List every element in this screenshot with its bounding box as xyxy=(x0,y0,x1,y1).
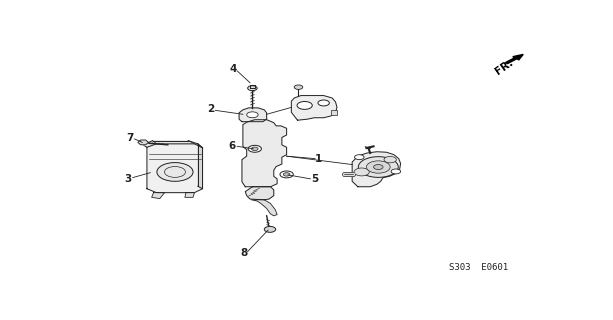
Polygon shape xyxy=(352,152,401,187)
Circle shape xyxy=(294,85,303,89)
Circle shape xyxy=(283,173,290,176)
Text: 2: 2 xyxy=(207,104,214,114)
FancyArrow shape xyxy=(506,54,524,64)
Polygon shape xyxy=(239,108,267,122)
Polygon shape xyxy=(291,96,337,120)
Text: FR.: FR. xyxy=(493,57,515,76)
Text: 4: 4 xyxy=(230,64,237,74)
Circle shape xyxy=(251,147,258,150)
Polygon shape xyxy=(138,140,148,145)
Circle shape xyxy=(280,171,293,178)
Circle shape xyxy=(246,112,258,118)
Text: 8: 8 xyxy=(240,248,248,258)
Polygon shape xyxy=(185,193,194,197)
Circle shape xyxy=(354,155,364,160)
Polygon shape xyxy=(143,141,202,148)
Text: 5: 5 xyxy=(311,174,319,184)
Circle shape xyxy=(264,227,276,232)
Circle shape xyxy=(248,86,257,91)
Polygon shape xyxy=(151,193,164,198)
Circle shape xyxy=(359,157,398,177)
Circle shape xyxy=(384,156,397,163)
Text: S303  E0601: S303 E0601 xyxy=(449,262,508,272)
Polygon shape xyxy=(198,144,202,189)
Circle shape xyxy=(391,169,401,174)
Polygon shape xyxy=(251,200,277,216)
Polygon shape xyxy=(249,85,255,88)
Text: 3: 3 xyxy=(124,174,132,184)
Circle shape xyxy=(373,164,383,170)
Circle shape xyxy=(248,145,261,152)
Circle shape xyxy=(297,101,312,109)
Polygon shape xyxy=(331,110,337,115)
Text: 1: 1 xyxy=(315,154,322,164)
Text: 7: 7 xyxy=(126,133,134,143)
Circle shape xyxy=(354,168,369,176)
Polygon shape xyxy=(245,187,274,200)
Circle shape xyxy=(157,163,193,181)
Polygon shape xyxy=(242,120,287,187)
Polygon shape xyxy=(147,144,202,193)
Text: 6: 6 xyxy=(229,140,236,151)
Circle shape xyxy=(318,100,329,106)
Circle shape xyxy=(367,161,390,173)
